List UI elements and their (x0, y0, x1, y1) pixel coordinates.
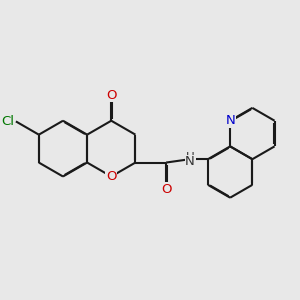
Text: O: O (106, 170, 116, 183)
Text: N: N (225, 114, 235, 127)
Text: Cl: Cl (2, 115, 14, 128)
Text: N: N (185, 155, 195, 169)
Text: O: O (161, 182, 171, 196)
Text: O: O (106, 88, 116, 102)
Text: H: H (186, 151, 194, 164)
